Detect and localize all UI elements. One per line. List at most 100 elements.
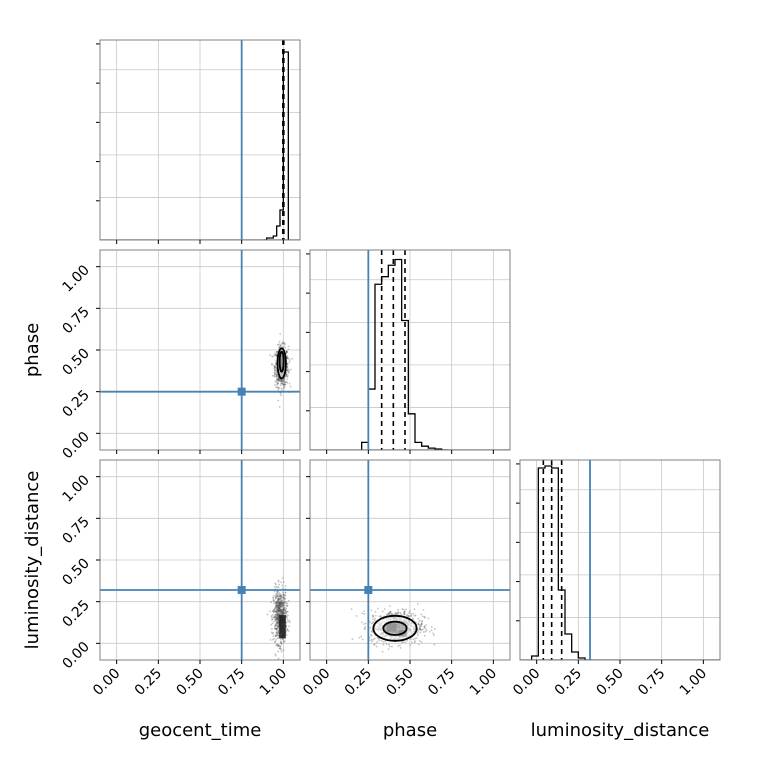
sample-point: [276, 603, 279, 605]
sample-point: [278, 607, 281, 610]
sample-point: [277, 610, 280, 613]
sample-point: [282, 611, 284, 614]
sample-point: [285, 634, 288, 637]
sample-point: [380, 639, 383, 642]
sample-point: [277, 605, 280, 608]
sample-point: [275, 371, 278, 374]
sample-point: [281, 591, 284, 594]
sample-point: [277, 634, 280, 637]
sample-point: [274, 627, 276, 630]
sample-point: [413, 615, 416, 617]
sample-point: [283, 382, 286, 385]
sample-point: [277, 607, 280, 610]
sample-point: [277, 634, 280, 637]
sample-point: [420, 622, 423, 625]
sample-point: [273, 355, 275, 357]
sample-point: [273, 367, 276, 370]
sample-point: [418, 623, 421, 626]
sample-point: [278, 378, 281, 381]
sample-point: [275, 602, 278, 605]
x-tick-label: 0.25: [132, 666, 165, 699]
sample-point: [277, 617, 279, 620]
sample-point: [277, 615, 280, 617]
sample-point: [279, 604, 282, 607]
sample-point: [401, 608, 404, 610]
sample-point: [395, 613, 398, 616]
sample-point: [279, 645, 282, 648]
sample-point: [277, 599, 280, 602]
sample-point: [397, 645, 400, 647]
sample-point: [408, 610, 411, 612]
sample-point: [285, 624, 288, 627]
sample-point: [270, 601, 273, 604]
sample-point: [409, 644, 412, 647]
sample-point: [287, 599, 290, 602]
sample-point: [289, 385, 292, 388]
sample-point: [283, 342, 286, 345]
sample-point: [394, 612, 397, 615]
sample-point: [282, 611, 284, 613]
sample-point: [277, 657, 280, 660]
sample-point: [273, 594, 276, 597]
sample-point: [279, 608, 281, 611]
sample-point: [278, 610, 281, 613]
sample-point: [288, 619, 291, 622]
sample-point: [286, 355, 289, 358]
sample-point: [277, 610, 279, 613]
sample-point: [273, 365, 276, 368]
sample-point: [370, 634, 373, 637]
sample-point: [283, 381, 285, 383]
sample-point: [277, 609, 280, 612]
sample-point: [382, 643, 385, 646]
sample-point: [414, 640, 416, 643]
sample-point: [391, 645, 393, 648]
sample-point: [274, 624, 277, 627]
sample-point: [276, 375, 278, 378]
sample-point: [276, 616, 279, 619]
sample-point: [277, 343, 280, 346]
sample-point: [275, 603, 278, 605]
sample-point: [273, 615, 276, 618]
sample-point: [427, 617, 430, 620]
sample-point: [278, 598, 280, 601]
sample-point: [280, 602, 283, 604]
sample-point: [372, 614, 374, 617]
sample-point: [276, 381, 278, 384]
panel-luminosity_distance-vs-phase: 0.00 0.25 0.50 0.75 1.00: [300, 459, 511, 699]
sample-point: [279, 610, 282, 612]
sample-point: [418, 625, 421, 628]
sample-point: [282, 602, 285, 605]
y-tick-label: 0.75: [59, 514, 92, 547]
sample-point: [282, 608, 285, 611]
sample-point: [275, 368, 278, 371]
sample-point: [286, 369, 289, 372]
sample-point: [280, 380, 283, 383]
sample-point: [286, 362, 289, 365]
sample-point: [281, 610, 284, 613]
sample-point: [275, 631, 278, 634]
sample-point: [278, 613, 280, 616]
sample-point: [286, 605, 289, 608]
sample-point: [397, 611, 400, 614]
sample-point: [280, 380, 283, 383]
sample-point: [278, 610, 280, 613]
sample-point: [399, 647, 402, 649]
sample-point: [279, 606, 281, 608]
sample-point: [275, 614, 278, 617]
sample-point: [283, 599, 286, 601]
sample-point: [278, 610, 281, 613]
sample-point: [279, 595, 282, 597]
sample-point: [417, 630, 420, 633]
x-tick-label: 0.50: [173, 666, 206, 699]
sample-point: [283, 383, 285, 386]
y-tick-label: 0.00: [59, 639, 92, 672]
sample-point: [282, 602, 284, 605]
sample-point: [417, 623, 419, 625]
sample-point: [414, 637, 417, 640]
sample-point: [275, 644, 278, 647]
sample-point: [274, 639, 277, 641]
sample-point: [284, 591, 287, 594]
sample-point: [281, 380, 284, 383]
panel-content: [100, 40, 300, 240]
sample-point: [277, 601, 280, 603]
